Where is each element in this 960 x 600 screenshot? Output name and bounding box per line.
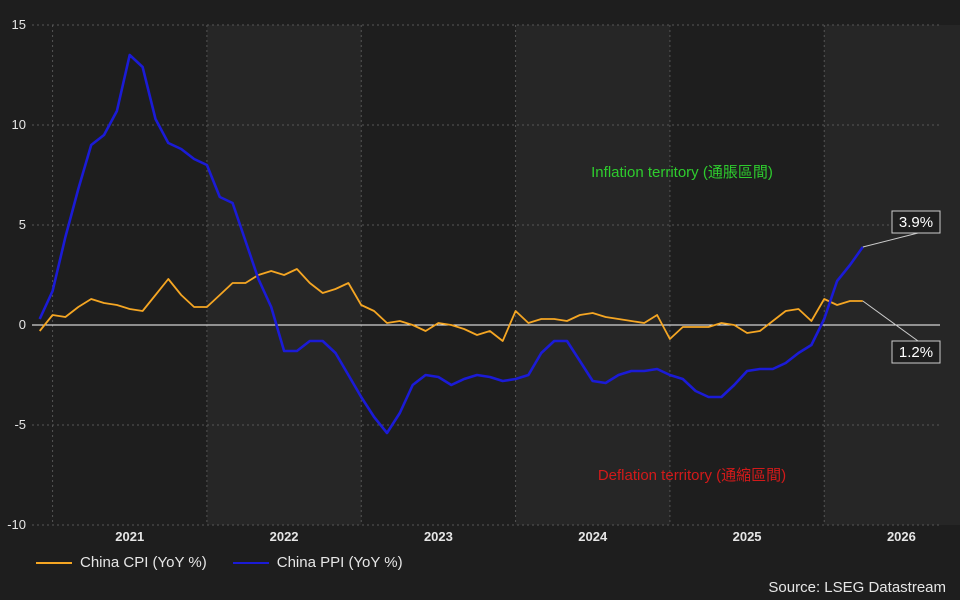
cpi-line	[38, 268, 863, 342]
callout-box	[891, 210, 941, 234]
year-band	[824, 25, 960, 525]
legend: China CPI (YoY %) China PPI (YoY %)	[36, 554, 403, 571]
series-lines	[38, 53, 864, 435]
legend-item-cpi[interactable]: China CPI (YoY %)	[36, 554, 207, 571]
cpi-last-callout: 1.2%	[862, 300, 941, 364]
y-tick-label: 15	[12, 17, 26, 32]
deflation-territory-label: Deflation territory (通縮區間)	[598, 467, 786, 484]
y-tick-label: 10	[12, 117, 26, 132]
legend-label-cpi: China CPI (YoY %)	[80, 554, 207, 571]
callout-box	[891, 340, 941, 364]
ppi-line	[38, 53, 864, 435]
legend-swatch-cpi	[36, 561, 72, 564]
legend-item-ppi[interactable]: China PPI (YoY %)	[232, 554, 403, 571]
year-band	[515, 25, 670, 525]
value-callouts: 3.9% 1.2%	[862, 210, 941, 364]
x-tick-label: 2023	[424, 529, 453, 544]
x-tick-label: 2025	[733, 529, 762, 544]
year-bands	[32, 25, 960, 525]
y-tick-label: -5	[14, 417, 26, 432]
callout-text: 3.9%	[899, 214, 933, 231]
source-note: Source: LSEG Datastream	[768, 579, 946, 596]
ppi-last-callout: 3.9%	[862, 210, 941, 248]
y-axis-ticks: -10 -5 0 5 10 15	[7, 17, 26, 532]
x-axis-ticks: 2021 2022 2023 2024 2025 2026	[115, 529, 916, 544]
callout-text: 1.2%	[899, 344, 933, 361]
y-tick-label: -10	[7, 517, 26, 532]
x-tick-label: 2022	[270, 529, 299, 544]
x-tick-label: 2021	[115, 529, 144, 544]
legend-label-ppi: China PPI (YoY %)	[276, 554, 403, 571]
x-tick-label: 2024	[578, 529, 608, 544]
inflation-territory-label: Inflation territory (通脹區間)	[591, 164, 773, 181]
legend-swatch-ppi	[232, 561, 269, 564]
callout-leader	[862, 232, 919, 248]
y-tick-label: 5	[19, 217, 26, 232]
plot-area	[32, 25, 940, 525]
y-tick-label: 0	[19, 317, 26, 332]
callout-leader	[862, 300, 919, 342]
x-tick-label: 2026	[887, 529, 916, 544]
